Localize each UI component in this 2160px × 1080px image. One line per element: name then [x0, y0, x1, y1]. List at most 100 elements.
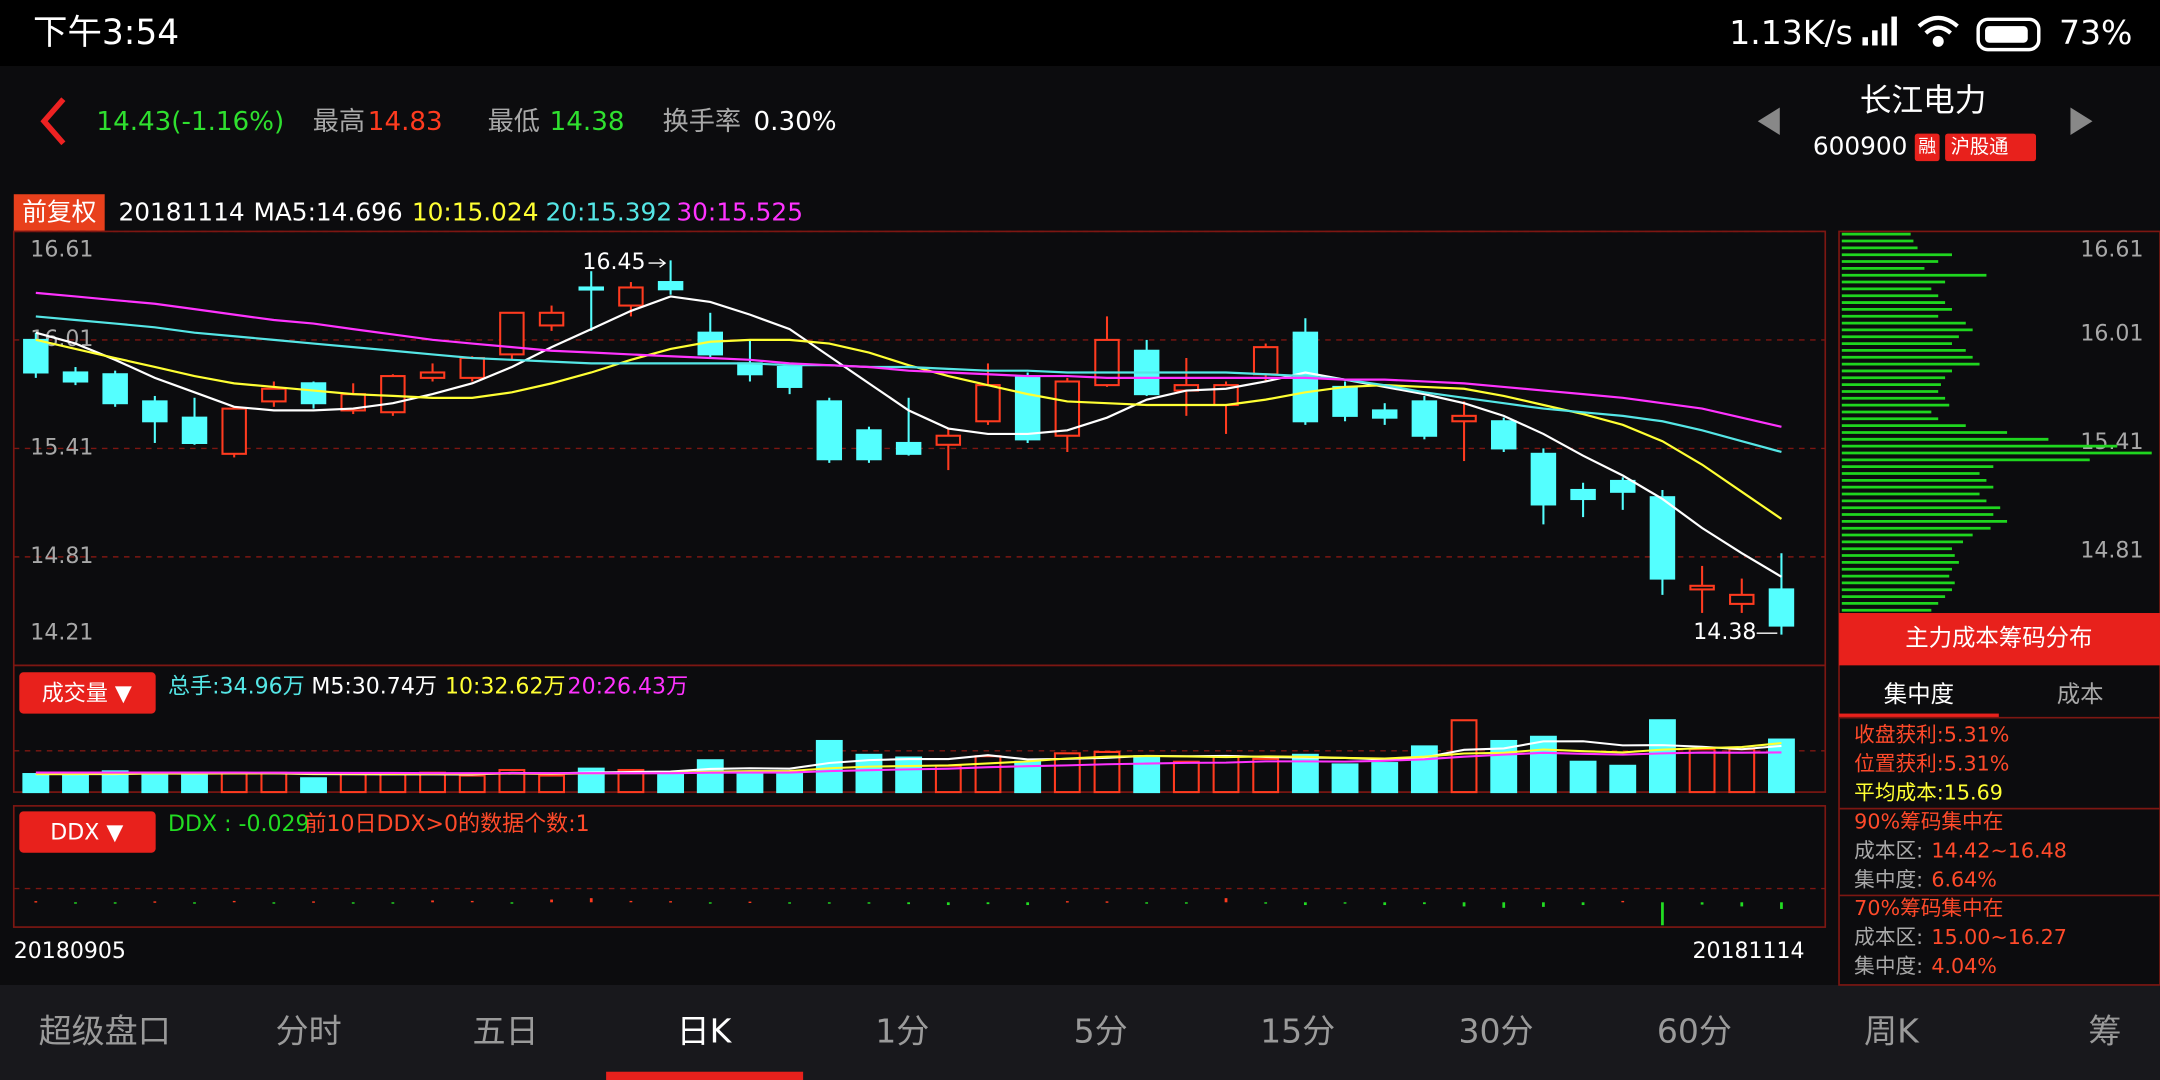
ddx-bar	[748, 901, 752, 903]
volume-bar	[379, 773, 407, 794]
tab[interactable]: 超级盘口	[39, 1012, 171, 1051]
band-range: 15.00~16.27	[1931, 925, 2067, 949]
volume-bar	[577, 767, 605, 794]
candle-body	[499, 311, 525, 356]
tab[interactable]: 周K	[1864, 1012, 1920, 1051]
tab[interactable]: 日K	[677, 1012, 733, 1051]
tab[interactable]: 5分	[1074, 1012, 1128, 1051]
candle-body	[181, 416, 208, 445]
ddx-bar	[193, 902, 196, 904]
volume-button[interactable]	[19, 672, 156, 714]
ddx-bar	[1224, 898, 1228, 903]
ddx-bar	[470, 900, 474, 903]
legend-volume: 总手:34.96万	[168, 674, 305, 699]
candle-body	[538, 311, 565, 327]
tab[interactable]: 60分	[1657, 1012, 1732, 1051]
candle-body	[300, 382, 327, 405]
tab[interactable]: 分时	[276, 1012, 342, 1051]
ddx-note: 前10日DDX>0的数据个数:1	[304, 812, 589, 837]
candle-body	[1014, 375, 1041, 441]
ddx-button[interactable]	[19, 811, 156, 853]
candle-body	[1729, 593, 1755, 605]
candle-body	[1570, 488, 1596, 501]
volume-bar	[1331, 763, 1359, 794]
prev-stock[interactable]	[1757, 107, 1780, 135]
turnover-label: 换手率	[663, 107, 741, 137]
band-title: 90%筹码集中在	[1854, 809, 2003, 833]
legend-vol-m20: 20:26.43万	[568, 674, 689, 699]
next-stock[interactable]	[2070, 107, 2093, 135]
ddx-bar	[232, 900, 236, 903]
candle-body	[1371, 409, 1398, 419]
volume-bar	[458, 774, 486, 794]
candle-body	[102, 373, 128, 405]
badge-bg	[1945, 133, 2037, 162]
volume-bar	[339, 773, 367, 794]
volume-bar	[260, 771, 288, 794]
tab[interactable]: 筹	[2088, 1012, 2121, 1051]
adjust-button[interactable]	[13, 194, 105, 232]
ddx-bar	[351, 902, 355, 904]
ddx-bar	[1105, 901, 1109, 903]
band-conc-label: 集中度:	[1854, 867, 1923, 891]
candle-body	[578, 286, 604, 291]
high-label: 最高	[313, 107, 365, 137]
candle-body	[776, 365, 803, 388]
back-button[interactable]	[40, 97, 66, 146]
y-tick-label: 15.41	[2080, 430, 2143, 455]
chip-button[interactable]	[1839, 613, 2160, 666]
candle-body	[737, 362, 763, 376]
ddx-panel	[12, 805, 1827, 928]
ddx-bar	[907, 902, 911, 905]
annotation-arrow	[648, 258, 667, 268]
tab[interactable]: 五日	[473, 1012, 539, 1051]
battery-icon	[1976, 17, 2041, 52]
ddx-bar	[629, 900, 633, 903]
volume-bar	[1371, 762, 1399, 794]
volume-bar	[22, 773, 50, 794]
x-start-label: 20180905	[14, 939, 126, 964]
ma-line	[35, 291, 1782, 428]
candle-body	[1610, 479, 1636, 493]
volume-bar	[1648, 719, 1676, 794]
candle-body	[1490, 420, 1517, 450]
ddx-bar	[113, 902, 117, 904]
volume-bar	[101, 770, 129, 794]
ddx-bar	[669, 901, 672, 903]
position-profit: 位置获利:5.31%	[1854, 752, 2009, 776]
chip-tab[interactable]: 成本	[2057, 680, 2104, 708]
chip-tab[interactable]: 集中度	[1884, 680, 1954, 708]
ddx-bar	[1423, 902, 1426, 905]
ddx-bar	[1700, 902, 1704, 905]
candle-body	[1332, 385, 1358, 417]
volume-bar	[62, 774, 89, 794]
band-conc: 6.64%	[1931, 867, 1997, 891]
ddx-bar	[431, 900, 434, 903]
candle-body	[380, 375, 406, 414]
price-change: 14.43(-1.16%)	[96, 107, 284, 137]
high-annotation: 16.45	[582, 250, 645, 275]
ddx-bar	[1383, 902, 1387, 906]
ddx-bar	[589, 898, 593, 903]
close-profit: 收盘获利:5.31%	[1854, 723, 2009, 747]
volume-bar	[776, 771, 804, 794]
legend-ma10: 10:15.024	[412, 198, 539, 227]
x-end-label: 20181114	[1692, 939, 1804, 964]
volume-bar	[617, 768, 645, 794]
badge-connect: 沪股通	[1951, 135, 2009, 158]
ddx-bar	[391, 902, 395, 904]
ddx-bar	[1661, 902, 1664, 926]
y-tick-label: 15.41	[30, 435, 93, 460]
avg-cost: 平均成本:15.69	[1854, 780, 2003, 804]
candle-body	[1252, 346, 1279, 376]
ddx-bar	[1145, 902, 1149, 904]
status-battery: 73%	[2059, 13, 2132, 52]
legend-vol-m5: M5:30.74万	[311, 674, 437, 699]
tab[interactable]: 30分	[1458, 1012, 1533, 1051]
ddx-bar	[946, 902, 950, 906]
tab[interactable]: 1分	[875, 1012, 929, 1051]
tab[interactable]: 15分	[1260, 1012, 1335, 1051]
volume-bar	[974, 755, 1002, 794]
ma-line	[35, 338, 1783, 520]
high-value: 14.83	[368, 107, 443, 137]
